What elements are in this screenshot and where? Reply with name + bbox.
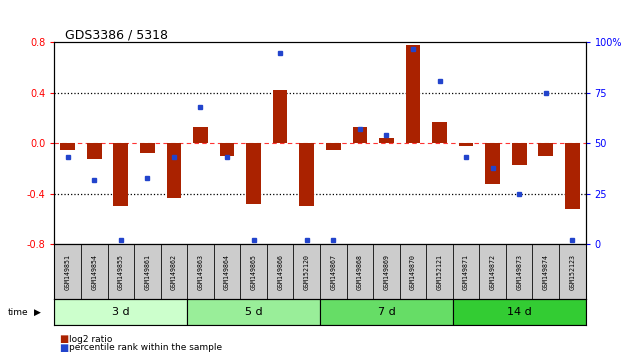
Text: GDS3386 / 5318: GDS3386 / 5318 (65, 28, 168, 41)
Bar (453, 299, 586, 325)
Bar (326, 143, 340, 150)
Bar (54, 244, 81, 299)
Bar (214, 244, 241, 299)
Text: GSM149867: GSM149867 (330, 254, 336, 290)
Text: GSM149854: GSM149854 (92, 254, 97, 290)
Bar (108, 244, 134, 299)
Bar (347, 244, 373, 299)
Bar (538, 143, 553, 156)
Text: GSM149851: GSM149851 (65, 254, 70, 290)
Bar (273, 90, 287, 143)
Bar (426, 244, 453, 299)
Bar (373, 244, 400, 299)
Bar (267, 244, 293, 299)
Text: GSM149855: GSM149855 (118, 254, 124, 290)
Bar (485, 143, 500, 184)
Bar (81, 244, 108, 299)
Bar (565, 143, 580, 209)
Bar (188, 299, 320, 325)
Bar (54, 299, 188, 325)
Text: 7 d: 7 d (378, 307, 396, 317)
Bar (459, 143, 474, 146)
Bar (432, 122, 447, 143)
Bar (320, 299, 453, 325)
Bar (512, 143, 527, 165)
Bar (379, 138, 394, 143)
Bar (220, 143, 234, 156)
Text: GSM149865: GSM149865 (251, 254, 257, 290)
Bar (479, 244, 506, 299)
Bar (140, 143, 155, 154)
Text: GSM149864: GSM149864 (224, 254, 230, 290)
Bar (559, 244, 586, 299)
Text: percentile rank within the sample: percentile rank within the sample (69, 343, 222, 352)
Text: ▶: ▶ (34, 308, 41, 317)
Text: GSM149862: GSM149862 (171, 254, 177, 290)
Bar (188, 244, 214, 299)
Text: GSM149866: GSM149866 (277, 254, 283, 290)
Bar (399, 244, 426, 299)
Text: GSM149868: GSM149868 (357, 254, 363, 290)
Bar (246, 143, 261, 204)
Bar (193, 127, 208, 143)
Bar (353, 127, 367, 143)
Text: 5 d: 5 d (244, 307, 262, 317)
Bar (453, 244, 479, 299)
Text: GSM152121: GSM152121 (436, 254, 442, 290)
Text: ■: ■ (59, 334, 68, 344)
Bar (320, 244, 347, 299)
Bar (87, 143, 102, 159)
Bar (532, 244, 559, 299)
Text: 14 d: 14 d (507, 307, 532, 317)
Bar (506, 244, 532, 299)
Text: GSM149861: GSM149861 (145, 254, 150, 290)
Bar (241, 244, 267, 299)
Bar (406, 45, 420, 143)
Bar (113, 143, 128, 206)
Bar (166, 143, 181, 198)
Text: GSM149872: GSM149872 (490, 254, 495, 290)
Bar (161, 244, 188, 299)
Bar (300, 143, 314, 206)
Text: ■: ■ (59, 343, 68, 353)
Bar (134, 244, 161, 299)
Text: time: time (8, 308, 28, 317)
Text: GSM149863: GSM149863 (198, 254, 204, 290)
Text: GSM149871: GSM149871 (463, 254, 469, 290)
Text: GSM149874: GSM149874 (543, 254, 548, 290)
Bar (294, 244, 320, 299)
Text: log2 ratio: log2 ratio (69, 335, 113, 344)
Text: GSM152123: GSM152123 (570, 254, 575, 290)
Bar (60, 143, 75, 150)
Text: 3 d: 3 d (112, 307, 130, 317)
Text: GSM149873: GSM149873 (516, 254, 522, 290)
Text: GSM149869: GSM149869 (383, 254, 389, 290)
Text: GSM152120: GSM152120 (304, 254, 310, 290)
Text: GSM149870: GSM149870 (410, 254, 416, 290)
